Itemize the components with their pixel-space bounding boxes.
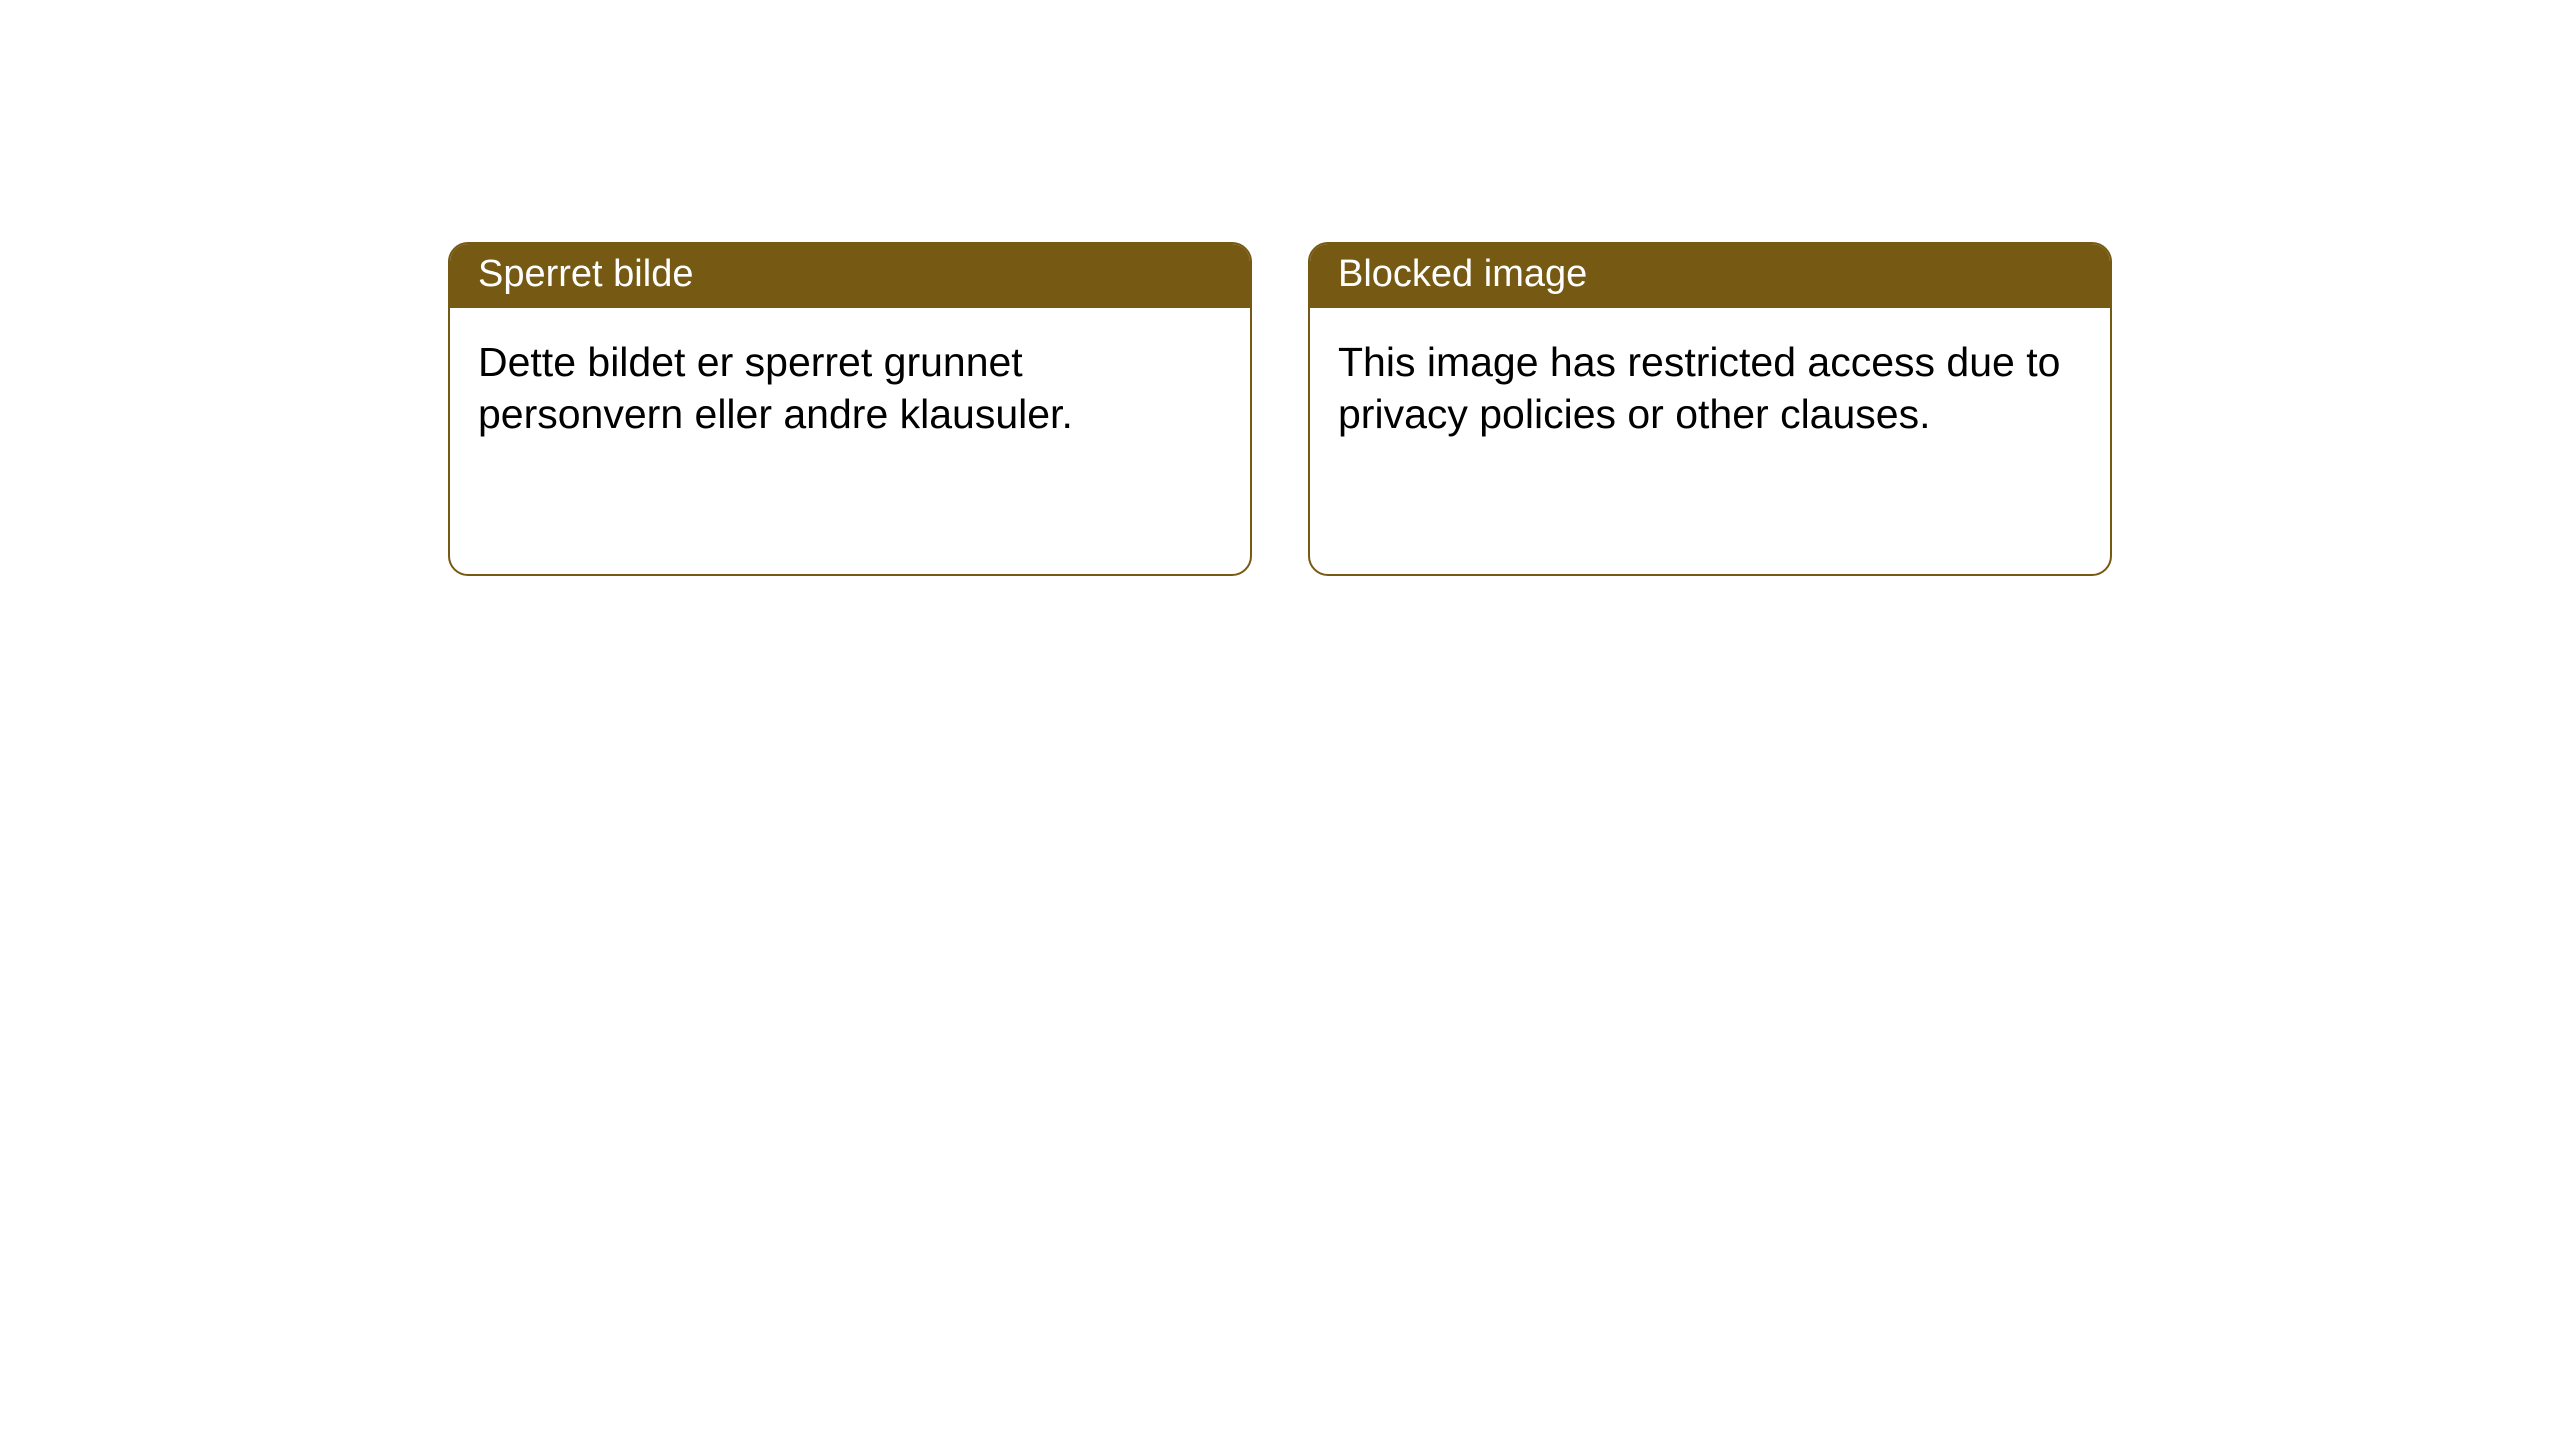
card-body: Dette bildet er sperret grunnet personve… — [450, 308, 1250, 469]
card-title: Blocked image — [1338, 253, 1587, 295]
card-body: This image has restricted access due to … — [1310, 308, 2110, 469]
card-message: Dette bildet er sperret grunnet personve… — [478, 339, 1073, 437]
card-title: Sperret bilde — [478, 253, 693, 295]
card-header: Blocked image — [1310, 244, 2110, 308]
card-message: This image has restricted access due to … — [1338, 339, 2060, 437]
card-header: Sperret bilde — [450, 244, 1250, 308]
notice-card-english: Blocked image This image has restricted … — [1308, 242, 2112, 576]
notice-container: Sperret bilde Dette bildet er sperret gr… — [0, 0, 2560, 576]
notice-card-norwegian: Sperret bilde Dette bildet er sperret gr… — [448, 242, 1252, 576]
